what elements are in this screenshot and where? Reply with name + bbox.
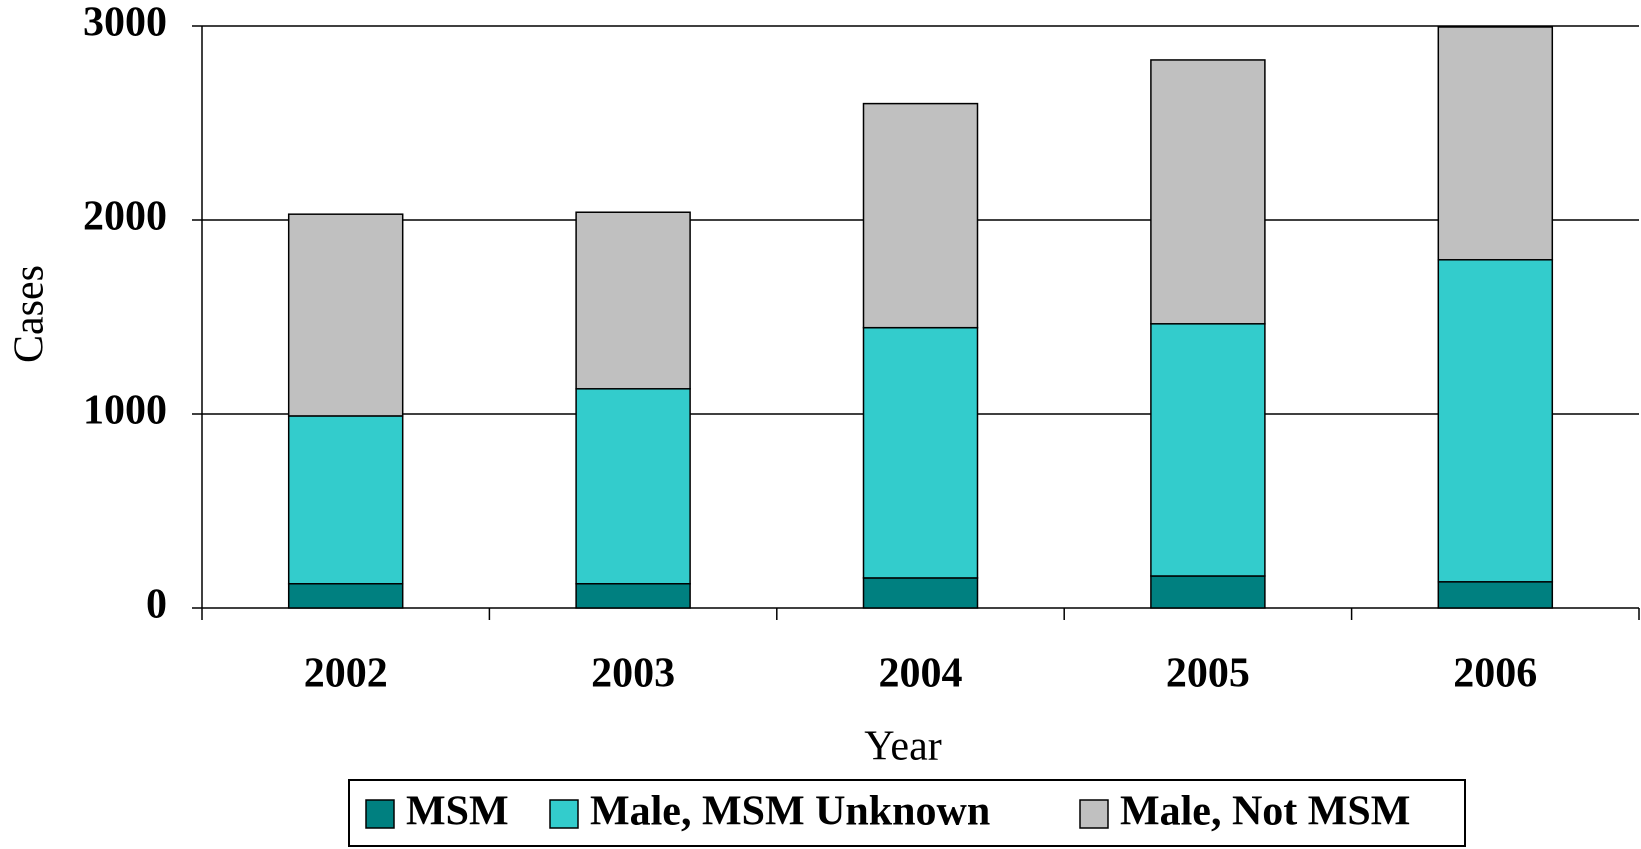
bar-segment bbox=[287, 583, 404, 609]
x-tick-label: 2006 bbox=[1453, 651, 1537, 697]
bar-segment bbox=[575, 211, 691, 390]
bar-segment bbox=[862, 577, 979, 609]
y-tick-label: 1000 bbox=[83, 388, 167, 434]
x-tick-label: 2005 bbox=[1166, 651, 1250, 697]
bar-segment bbox=[1437, 26, 1554, 261]
bar-segment bbox=[1150, 323, 1266, 577]
legend-swatch bbox=[365, 799, 395, 829]
x-tick-label: 2003 bbox=[591, 651, 675, 697]
bar-segment bbox=[1150, 575, 1266, 609]
y-axis-label: Cases bbox=[7, 265, 53, 363]
bar-segment bbox=[575, 388, 691, 585]
x-axis-label: Year bbox=[864, 724, 941, 770]
x-tick-label: 2002 bbox=[304, 651, 388, 697]
legend-swatch bbox=[549, 799, 579, 829]
bar-segment bbox=[1437, 259, 1554, 583]
y-tick-label: 2000 bbox=[83, 194, 167, 240]
y-tick-label: 0 bbox=[146, 582, 167, 628]
legend-label: MSM bbox=[406, 789, 509, 835]
legend-box bbox=[348, 779, 1466, 847]
y-tick-label: 3000 bbox=[83, 0, 167, 46]
bar-segment bbox=[862, 326, 979, 579]
bar-segment bbox=[862, 102, 979, 329]
legend-label: Male, Not MSM bbox=[1120, 789, 1410, 835]
x-tick-label: 2004 bbox=[879, 651, 963, 697]
bar-segment bbox=[575, 583, 691, 609]
bar-segment bbox=[1150, 59, 1266, 325]
bar-segment bbox=[1437, 581, 1554, 609]
legend-swatch bbox=[1079, 799, 1109, 829]
bar-segment bbox=[287, 415, 404, 585]
legend-label: Male, MSM Unknown bbox=[590, 789, 990, 835]
bar-segment bbox=[287, 213, 404, 417]
